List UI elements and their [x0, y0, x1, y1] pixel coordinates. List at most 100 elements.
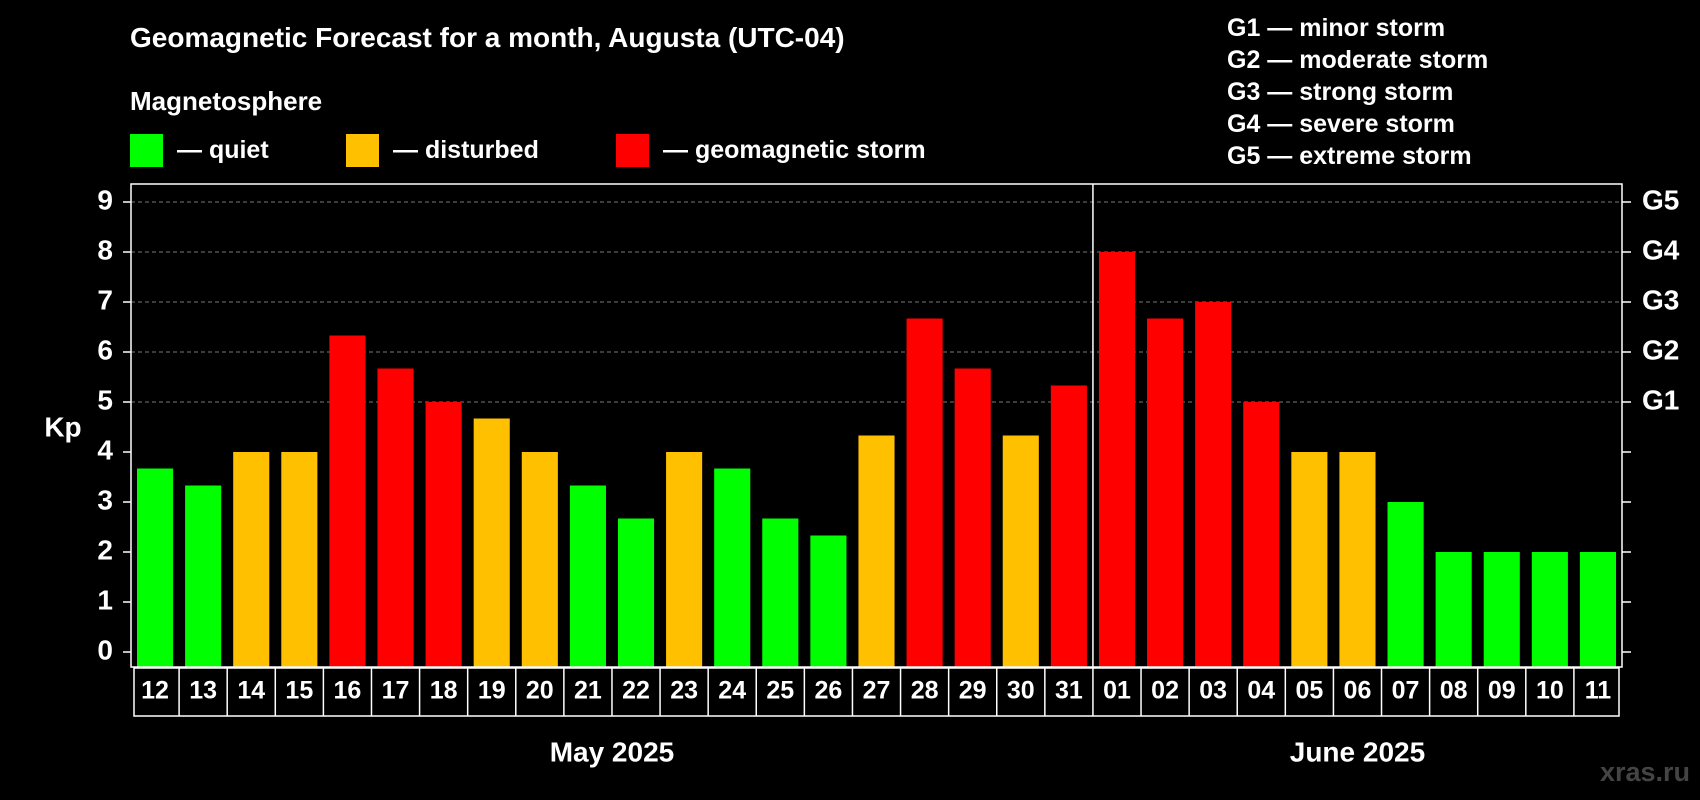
day-label-02: 02	[1151, 677, 1179, 705]
bar-22	[617, 518, 655, 667]
day-label-27: 27	[863, 677, 891, 705]
bar-28	[906, 318, 943, 667]
bar-26	[810, 535, 847, 667]
day-label-03: 03	[1199, 677, 1227, 705]
storm-level-g2: G2 — moderate storm	[1227, 46, 1489, 74]
day-label-04: 04	[1247, 677, 1275, 705]
legend-item-quiet: — quiet	[130, 134, 269, 167]
bar-02	[1147, 318, 1184, 667]
bar-19	[473, 418, 510, 667]
day-label-29: 29	[959, 677, 987, 705]
bar-18	[425, 402, 462, 667]
bar-21	[569, 485, 606, 667]
day-label-21: 21	[574, 677, 602, 705]
ytick-label-7: 7	[97, 284, 113, 315]
day-label-19: 19	[478, 677, 506, 705]
day-label-17: 17	[382, 677, 410, 705]
right-axis-label-g1: G1	[1642, 384, 1679, 415]
legend-swatch-storm	[616, 134, 649, 167]
legend-heading: Magnetosphere	[130, 86, 323, 116]
day-label-05: 05	[1295, 677, 1323, 705]
bar-29	[954, 368, 991, 667]
ytick-label-1: 1	[97, 584, 113, 615]
month-label-may: May 2025	[550, 736, 675, 767]
day-label-07: 07	[1392, 677, 1420, 705]
day-label-15: 15	[285, 677, 313, 705]
day-label-13: 13	[189, 677, 217, 705]
bar-15	[281, 452, 318, 667]
storm-level-g5: G5 — extreme storm	[1227, 142, 1472, 170]
ytick-label-6: 6	[97, 334, 113, 365]
bar-09	[1483, 552, 1520, 667]
bar-25	[762, 518, 799, 667]
day-label-11: 11	[1585, 677, 1612, 705]
ytick-label-4: 4	[97, 434, 113, 465]
bar-11	[1579, 552, 1616, 667]
storm-level-list: G1 — minor storm G2 — moderate storm G3 …	[1227, 12, 1488, 172]
legend-label-disturbed: — disturbed	[393, 136, 539, 164]
storm-level-g4: G4 — severe storm	[1227, 110, 1455, 138]
ytick-label-8: 8	[97, 234, 113, 265]
day-label-31: 31	[1055, 677, 1083, 705]
day-label-16: 16	[334, 677, 362, 705]
day-box-frame	[133, 667, 1620, 717]
bar-31	[1050, 385, 1087, 667]
bar-30	[1002, 435, 1039, 667]
legend-item-storm: — geomagnetic storm	[616, 134, 926, 167]
right-axis-label-g3: G3	[1642, 284, 1679, 315]
bar-10	[1531, 552, 1568, 667]
bar-06	[1339, 452, 1376, 667]
ytick-label-0: 0	[97, 634, 113, 665]
bar-17	[377, 368, 414, 667]
right-axis-label-g2: G2	[1642, 334, 1679, 365]
storm-level-g1: G1 — minor storm	[1227, 14, 1446, 42]
bar-12	[137, 468, 174, 667]
day-label-01: 01	[1103, 677, 1131, 705]
day-label-30: 30	[1007, 677, 1035, 705]
legend-label-quiet: — quiet	[177, 136, 269, 164]
bar-24	[714, 468, 751, 667]
day-label-10: 10	[1536, 677, 1564, 705]
day-label-09: 09	[1488, 677, 1516, 705]
bar-07	[1387, 502, 1424, 667]
day-label-14: 14	[237, 677, 265, 705]
bar-20	[521, 452, 558, 667]
ytick-label-2: 2	[97, 534, 113, 565]
legend-swatch-disturbed	[346, 134, 379, 167]
legend-label-storm: — geomagnetic storm	[663, 136, 926, 164]
storm-level-g3: G3 — strong storm	[1227, 78, 1454, 106]
bar-01	[1098, 252, 1136, 667]
day-label-23: 23	[670, 677, 698, 705]
day-label-22: 22	[622, 677, 650, 705]
bar-16	[329, 335, 366, 667]
day-label-28: 28	[911, 677, 939, 705]
y-axis-label: Kp	[44, 411, 81, 442]
bar-14	[233, 452, 270, 667]
bar-13	[185, 485, 222, 667]
ytick-label-9: 9	[97, 184, 113, 215]
bar-08	[1435, 552, 1472, 667]
bar-04	[1243, 402, 1280, 667]
watermark: xras.ru	[1599, 757, 1690, 787]
ytick-label-3: 3	[97, 484, 113, 515]
bar-03	[1195, 302, 1232, 667]
legend-item-disturbed: — disturbed	[346, 134, 539, 167]
day-label-18: 18	[430, 677, 458, 705]
chart-title: Geomagnetic Forecast for a month, August…	[130, 22, 845, 53]
ytick-label-5: 5	[97, 384, 113, 415]
bar-27	[858, 435, 895, 667]
right-axis-label-g5: G5	[1642, 184, 1679, 215]
day-label-24: 24	[718, 677, 746, 705]
right-axis-label-g4: G4	[1642, 234, 1680, 265]
day-label-25: 25	[766, 677, 794, 705]
day-label-08: 08	[1440, 677, 1468, 705]
day-label-06: 06	[1344, 677, 1372, 705]
bar-05	[1291, 452, 1328, 667]
day-label-12: 12	[141, 677, 169, 705]
bar-23	[666, 452, 703, 667]
day-label-26: 26	[814, 677, 842, 705]
legend-swatch-quiet	[130, 134, 163, 167]
plot-frame	[130, 183, 1623, 668]
day-label-20: 20	[526, 677, 554, 705]
